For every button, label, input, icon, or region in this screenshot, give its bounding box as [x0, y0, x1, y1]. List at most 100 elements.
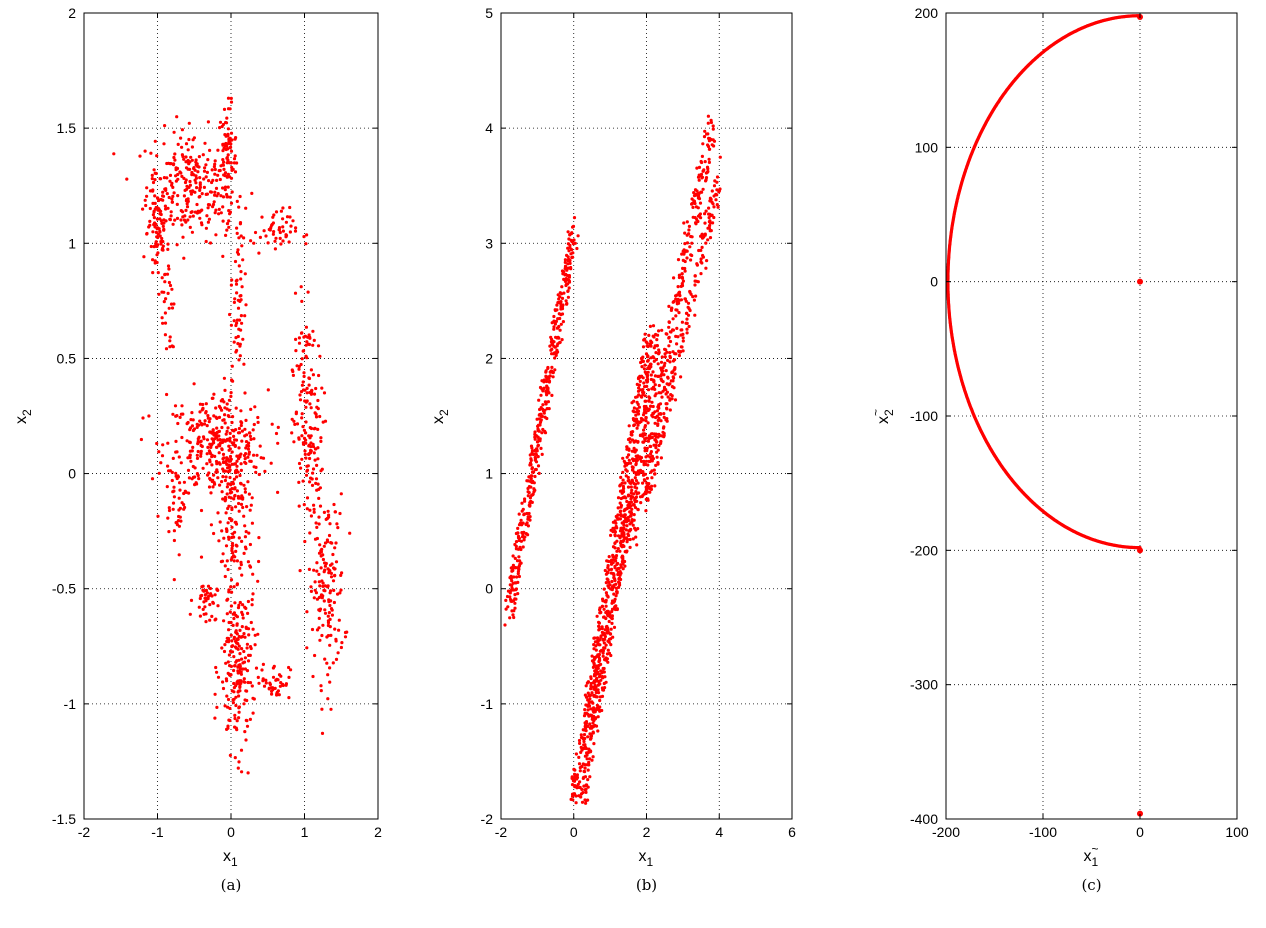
- data-point-b: [692, 191, 696, 195]
- data-point-b: [563, 264, 568, 268]
- data-point-a: [307, 444, 311, 448]
- data-point-b: [579, 792, 584, 796]
- x-tick-label-a: -2: [78, 824, 91, 840]
- data-point-a: [339, 573, 343, 578]
- data-point-b: [630, 488, 634, 492]
- data-point-b: [675, 326, 679, 330]
- data-point-b: [631, 523, 635, 527]
- data-point-a: [223, 643, 227, 647]
- data-point-b: [633, 458, 637, 462]
- data-point-a: [232, 585, 236, 589]
- x-tick-label-a: -1: [151, 824, 164, 840]
- data-point-a: [145, 194, 149, 198]
- data-point-a: [170, 200, 174, 204]
- data-point-a: [221, 552, 225, 556]
- data-point-b: [537, 471, 541, 475]
- data-point-a: [182, 194, 186, 198]
- data-point-a: [322, 588, 326, 593]
- data-point-a: [279, 242, 283, 246]
- data-point-a: [188, 225, 192, 229]
- data-point-a: [239, 234, 243, 238]
- data-point-a: [327, 598, 331, 602]
- data-point-a: [198, 181, 202, 185]
- data-point-a: [222, 160, 226, 164]
- data-point-a: [228, 649, 233, 654]
- data-point-a: [228, 431, 232, 435]
- data-point-a: [188, 167, 192, 171]
- data-point-b: [510, 609, 514, 613]
- data-point-b: [629, 494, 633, 498]
- data-point-a: [237, 716, 241, 720]
- data-point-b: [659, 439, 663, 444]
- data-point-a: [281, 229, 285, 233]
- data-point-a: [112, 152, 116, 156]
- data-point-b: [647, 364, 651, 368]
- data-point-b: [656, 374, 660, 378]
- data-point-a: [240, 610, 244, 615]
- data-point-a: [312, 507, 316, 511]
- data-point-a: [263, 469, 267, 473]
- data-point-a: [229, 633, 233, 637]
- data-point-a: [243, 680, 247, 684]
- data-point-a: [199, 454, 203, 458]
- data-point-a: [300, 357, 304, 361]
- data-point-a: [225, 192, 229, 197]
- data-point-b: [553, 345, 557, 349]
- data-point-a: [211, 178, 215, 182]
- data-point-a: [327, 571, 331, 575]
- data-point-a: [232, 477, 236, 481]
- data-point-a: [223, 171, 228, 175]
- data-point-a: [234, 703, 238, 708]
- data-point-a: [300, 412, 304, 416]
- data-point-b: [709, 213, 713, 218]
- data-point-a: [291, 373, 295, 377]
- data-point-b: [615, 549, 619, 553]
- data-point-b: [513, 556, 517, 561]
- data-point-b: [517, 512, 521, 516]
- data-point-a: [276, 490, 280, 494]
- data-point-a: [302, 503, 306, 507]
- data-point-b: [577, 762, 582, 766]
- data-point-b: [687, 228, 691, 232]
- data-point-b: [686, 301, 691, 305]
- data-point-a: [226, 132, 230, 136]
- data-point-a: [200, 192, 204, 196]
- data-point-a: [205, 214, 209, 218]
- data-point-b: [685, 220, 689, 224]
- data-point-a: [255, 453, 259, 457]
- data-point-b: [555, 308, 559, 312]
- data-point-b: [621, 543, 625, 547]
- data-point-b: [522, 535, 526, 539]
- data-point-b: [536, 464, 541, 468]
- data-point-b: [659, 419, 663, 423]
- data-point-b: [667, 320, 672, 324]
- data-point-a: [189, 210, 193, 214]
- data-point-a: [262, 229, 266, 233]
- data-point-a: [206, 158, 210, 162]
- data-point-a: [179, 218, 183, 222]
- data-point-a: [163, 187, 167, 191]
- data-point-a: [246, 447, 250, 451]
- data-point-b: [624, 528, 628, 532]
- data-point-a: [235, 231, 239, 235]
- data-point-a: [205, 591, 209, 595]
- data-point-b: [711, 138, 715, 142]
- data-point-a: [158, 234, 162, 238]
- data-point-a: [230, 639, 234, 643]
- data-point-b: [677, 311, 681, 315]
- data-point-b: [592, 718, 596, 722]
- data-point-a: [247, 431, 252, 435]
- data-point-a: [216, 173, 220, 177]
- data-point-b: [655, 409, 660, 413]
- data-point-a: [208, 442, 212, 446]
- data-point-a: [246, 480, 250, 484]
- data-point-b: [606, 564, 610, 568]
- data-point-a: [239, 277, 243, 281]
- data-point-b: [588, 757, 592, 761]
- data-point-b: [530, 470, 535, 474]
- data-point-a: [215, 670, 219, 674]
- data-point-a: [287, 665, 291, 670]
- data-point-a: [218, 406, 223, 410]
- data-point-a: [158, 230, 162, 234]
- data-point-a: [186, 218, 190, 222]
